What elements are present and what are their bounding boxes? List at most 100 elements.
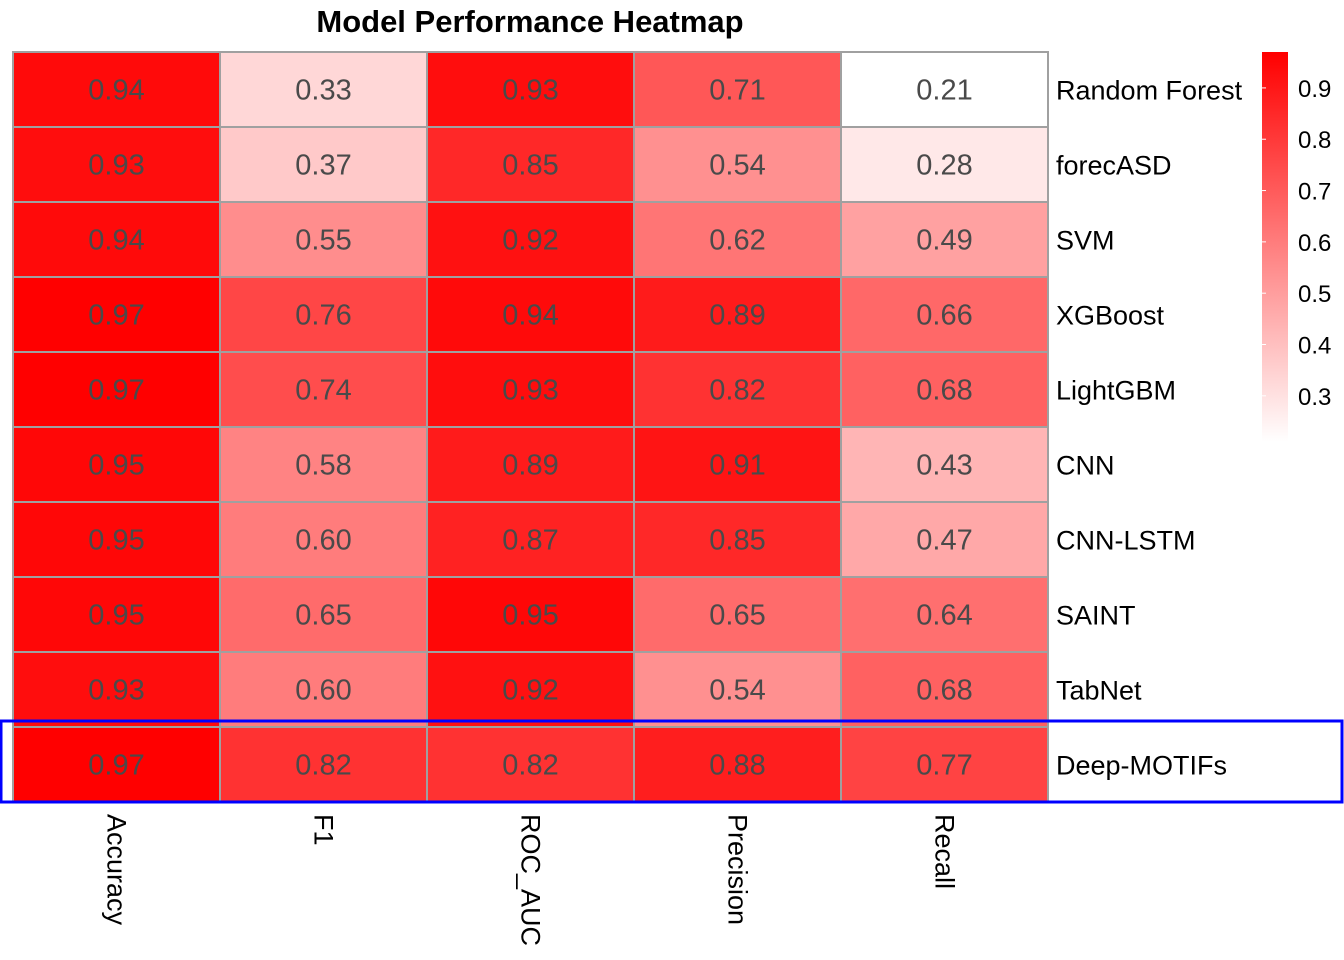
cell-value-label: 0.55 — [295, 225, 351, 257]
cell-value-label: 0.92 — [502, 675, 558, 707]
cell-value-label: 0.68 — [916, 675, 972, 707]
heatmap-cells — [12, 51, 1049, 803]
heatmap-cell — [219, 276, 428, 353]
cell-value-label: 0.95 — [88, 525, 144, 557]
heatmap-cell — [426, 651, 635, 728]
row-label: XGBoost — [1056, 301, 1165, 331]
heatmap-cell — [426, 726, 635, 803]
cell-value-label: 0.54 — [709, 150, 765, 182]
column-label: Recall — [930, 814, 960, 889]
heatmap-cell — [840, 276, 1049, 353]
legend-tick-label: 0.6 — [1298, 230, 1331, 257]
heatmap-cell — [633, 276, 842, 353]
cell-value-label: 0.49 — [916, 225, 972, 257]
heatmap-cell — [633, 576, 842, 653]
cell-value-label: 0.97 — [88, 750, 144, 782]
cell-value-label: 0.33 — [295, 75, 351, 107]
heatmap-cell — [219, 576, 428, 653]
cell-value-label: 0.94 — [88, 225, 144, 257]
cell-value-label: 0.93 — [88, 150, 144, 182]
color-legend — [1262, 52, 1288, 442]
heatmap-cell — [840, 426, 1049, 503]
heatmap-cell — [633, 201, 842, 278]
cell-value-label: 0.43 — [916, 450, 972, 482]
legend-tick-label: 0.8 — [1298, 127, 1331, 154]
column-label: ROC_AUC — [516, 814, 546, 946]
row-label: TabNet — [1056, 676, 1142, 706]
heatmap-cell — [12, 576, 221, 653]
cell-value-label: 0.47 — [916, 525, 972, 557]
row-label: CNN-LSTM — [1056, 526, 1196, 556]
cell-value-label: 0.65 — [709, 600, 765, 632]
row-label: forecASD — [1056, 151, 1172, 181]
row-label: SVM — [1056, 226, 1115, 256]
cell-value-label: 0.76 — [295, 300, 351, 332]
cell-value-label: 0.64 — [916, 600, 972, 632]
cell-value-label: 0.74 — [295, 375, 351, 407]
row-label: CNN — [1056, 451, 1115, 481]
heatmap-cell — [12, 501, 221, 578]
cell-value-label: 0.85 — [502, 150, 558, 182]
cell-value-label: 0.95 — [502, 600, 558, 632]
heatmap-cell — [219, 201, 428, 278]
cell-value-label: 0.95 — [88, 600, 144, 632]
row-labels: Random Forest forecASD SVM XGBoost LightGBM C… — [1056, 76, 1243, 781]
heatmap-cell — [12, 726, 221, 803]
heatmap-cell — [12, 126, 221, 203]
chart-title: Model Performance Heatmap — [316, 4, 743, 39]
heatmap-cell — [633, 726, 842, 803]
cell-value-label: 0.93 — [88, 675, 144, 707]
heatmap-cell — [840, 576, 1049, 653]
cell-value-label: 0.82 — [502, 750, 558, 782]
row-label: Random Forest — [1056, 76, 1243, 106]
cell-value-label: 0.82 — [709, 375, 765, 407]
cell-value-label: 0.93 — [502, 75, 558, 107]
row-label: Deep-MOTIFs — [1056, 751, 1227, 781]
heatmap-cell — [219, 651, 428, 728]
cell-value-label: 0.89 — [502, 450, 558, 482]
column-label: F1 — [309, 814, 339, 846]
heatmap-cell — [840, 351, 1049, 428]
row-label: LightGBM — [1056, 376, 1176, 406]
column-label: Accuracy — [102, 814, 132, 926]
heatmap-cell — [219, 426, 428, 503]
cell-value-label: 0.37 — [295, 150, 351, 182]
cell-value-label: 0.71 — [709, 75, 765, 107]
cell-value-label: 0.94 — [502, 300, 558, 332]
highlight-box — [0, 719, 1344, 804]
legend-tick-label: 0.9 — [1298, 76, 1331, 103]
cell-value-label: 0.77 — [916, 750, 972, 782]
cell-value-label: 0.54 — [709, 675, 765, 707]
legend-tick-label: 0.3 — [1298, 384, 1331, 411]
heatmap-cell — [840, 126, 1049, 203]
heatmap-cell — [219, 726, 428, 803]
row-label: SAINT — [1056, 601, 1136, 631]
cell-value-label: 0.89 — [709, 300, 765, 332]
legend-tick-label: 0.5 — [1298, 281, 1331, 308]
heatmap-cell — [426, 426, 635, 503]
legend-gradient-bar — [1262, 52, 1288, 442]
heatmap-cell — [426, 276, 635, 353]
heatmap-cell — [633, 426, 842, 503]
cell-value-label: 0.92 — [502, 225, 558, 257]
cell-value-label: 0.21 — [916, 75, 972, 107]
heatmap-cell-labels: 0.94 0.33 0.93 0.71 0.21 0.93 0.37 0.85 0.54 0.28… — [88, 75, 972, 782]
cell-value-label: 0.60 — [295, 525, 351, 557]
cell-value-label: 0.62 — [709, 225, 765, 257]
heatmap-cell — [840, 651, 1049, 728]
cell-value-label: 0.94 — [88, 75, 144, 107]
heatmap-cell — [219, 351, 428, 428]
column-labels: Accuracy F1 ROC_AUC Precision Recall — [102, 814, 960, 946]
heatmap-cell — [12, 51, 221, 128]
cell-value-label: 0.95 — [88, 450, 144, 482]
heatmap-cell — [426, 51, 635, 128]
heatmap-cell — [12, 351, 221, 428]
heatmap-cell — [219, 51, 428, 128]
legend-ticks: 0.9 0.8 0.7 0.6 0.5 0.4 0.3 — [1262, 76, 1331, 411]
heatmap-cell — [426, 351, 635, 428]
cell-value-label: 0.65 — [295, 600, 351, 632]
cell-value-label: 0.85 — [709, 525, 765, 557]
column-label: Precision — [723, 814, 753, 925]
cell-value-label: 0.97 — [88, 375, 144, 407]
